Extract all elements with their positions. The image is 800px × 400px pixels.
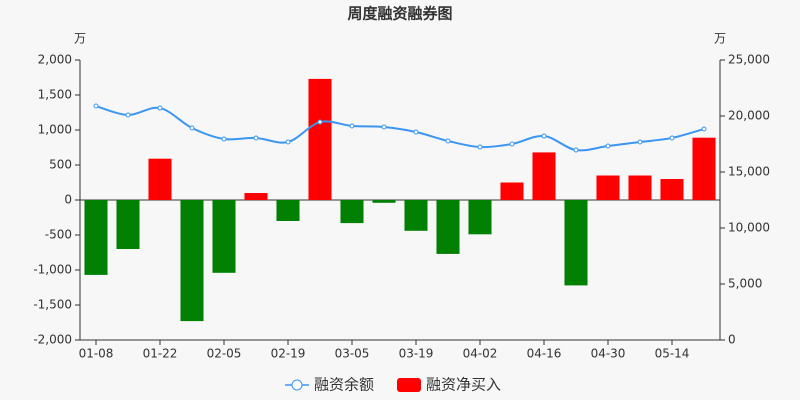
x-tick-label: 01-08 [79, 347, 114, 361]
line-point [381, 124, 387, 130]
line-point [541, 133, 547, 139]
y-tick-label: -1,500 [33, 298, 72, 312]
bar [276, 200, 300, 221]
line-point [285, 139, 291, 145]
y2-tick-label: 15,000 [728, 165, 770, 179]
bar [116, 200, 140, 249]
line-point [509, 141, 515, 147]
bar [468, 200, 492, 235]
bar [148, 158, 172, 200]
x-tick-label: 04-02 [463, 347, 498, 361]
line-point [445, 138, 451, 144]
line-point [317, 119, 323, 125]
legend-label: 融资净买入 [426, 376, 501, 394]
y2-tick-label: 25,000 [728, 53, 770, 67]
line-point [573, 147, 579, 153]
x-tick-label: 01-22 [143, 347, 178, 361]
bar [84, 200, 108, 275]
line-point [93, 103, 99, 109]
x-tick-label: 05-14 [655, 347, 690, 361]
bar [628, 175, 652, 200]
x-tick-label: 04-16 [527, 347, 562, 361]
y-unit: 万 [74, 32, 86, 46]
bar [532, 152, 556, 200]
legend-marker [397, 378, 421, 392]
bar [692, 137, 716, 200]
line-point [701, 126, 707, 132]
y2-tick-label: 20,000 [728, 109, 770, 123]
line-point [637, 139, 643, 145]
x-tick-label: 04-30 [591, 347, 626, 361]
line [95, 105, 705, 152]
line-point [413, 129, 419, 135]
y-tick-label: 0 [64, 193, 72, 207]
line-point [253, 135, 259, 141]
y-tick-label: 1,500 [38, 88, 72, 102]
legend-label: 融资余额 [314, 376, 374, 394]
x-tick-label: 02-19 [271, 347, 306, 361]
y-tick-label: 1,000 [38, 123, 72, 137]
y-tick-label: -500 [45, 228, 72, 242]
line-point [221, 136, 227, 142]
y-tick-label: -1,000 [33, 263, 72, 277]
y2-tick-label: 5,000 [728, 277, 762, 291]
x-tick-label: 02-05 [207, 347, 242, 361]
bar [564, 200, 588, 286]
bar [212, 200, 236, 273]
bar [404, 200, 428, 231]
bar [500, 182, 524, 200]
y-tick-label: -2,000 [33, 333, 72, 347]
line-point [349, 123, 355, 129]
legend-marker [291, 379, 303, 391]
line-point [477, 144, 483, 150]
y-tick-label: 2,000 [38, 53, 72, 67]
y2-unit: 万 [714, 32, 726, 46]
bar [308, 78, 332, 200]
x-tick-label: 03-19 [399, 347, 434, 361]
line-point [125, 112, 131, 118]
x-tick-label: 03-05 [335, 347, 370, 361]
bar [660, 179, 684, 200]
y-tick-label: 500 [49, 158, 72, 172]
chart-title: 周度融资融券图 [347, 5, 452, 23]
line-point [189, 125, 195, 131]
bar [180, 200, 204, 322]
bar [436, 200, 460, 254]
y2-tick-label: 0 [728, 333, 736, 347]
bar [244, 193, 268, 200]
bar [340, 200, 364, 224]
line-point [605, 143, 611, 149]
line-point [157, 105, 163, 111]
bar [596, 175, 620, 200]
bar [372, 200, 396, 203]
line-point [669, 135, 675, 141]
y2-tick-label: 10,000 [728, 221, 770, 235]
